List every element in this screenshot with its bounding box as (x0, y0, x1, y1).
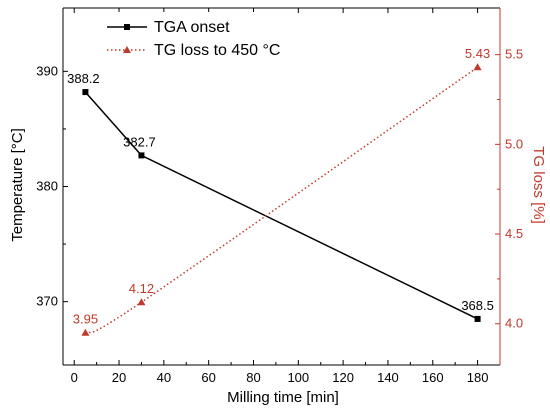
series-tg-loss-label: 5.43 (465, 46, 490, 61)
y-right-tick-label: 5.5 (505, 47, 523, 62)
x-tick-label: 40 (157, 370, 171, 385)
series-tg-loss-point (473, 63, 482, 71)
x-tick-label: 80 (246, 370, 260, 385)
x-tick-label: 0 (71, 370, 78, 385)
y-left-tick-label: 390 (36, 63, 58, 78)
y-right-tick-label: 5.0 (505, 136, 523, 151)
series-layer: 388.2 382.7 368.5 3.95 4.12 5.43 (67, 46, 494, 336)
series-tg-loss-point (137, 298, 146, 306)
series-tga-onset-point (82, 89, 89, 96)
legend-tga-marker (124, 24, 130, 30)
x-axis-label: Milling time [min] (227, 389, 339, 406)
x-tick-label: 160 (422, 370, 444, 385)
y-axis-left-label: Temperature [°C] (9, 128, 26, 242)
legend-tga-label: TGA onset (154, 19, 230, 36)
legend-box (103, 12, 288, 62)
legend-tg-marker (123, 46, 131, 53)
x-tick-label: 60 (201, 370, 215, 385)
y-right-tick-label: 4.0 (505, 316, 523, 331)
series-tga-onset-label: 388.2 (67, 71, 100, 86)
series-tg-loss-label: 3.95 (73, 312, 98, 327)
y-right-tick-label: 4.5 (505, 226, 523, 241)
x-tick-label: 100 (287, 370, 309, 385)
y-left-tick-label: 370 (36, 294, 58, 309)
series-tg-loss-point (81, 328, 90, 336)
axes: 0 20 40 60 80 100 120 140 160 180 370 380 390 4.0 4.5 5… (36, 7, 523, 385)
y-left-tick-label: 380 (36, 179, 58, 194)
series-tga-onset-point (474, 315, 481, 322)
series-tga-onset-label: 382.7 (123, 134, 156, 149)
x-tick-label: 20 (112, 370, 126, 385)
x-tick-label: 120 (332, 370, 354, 385)
x-tick-label: 140 (377, 370, 399, 385)
y-axis-right-label: TG loss [%] (530, 146, 547, 224)
series-tga-onset-point (138, 152, 145, 159)
series-tga-onset-label: 368.5 (461, 298, 494, 313)
series-tg-loss-label: 4.12 (129, 281, 154, 296)
legend: TGA onset TG loss to 450 °C (103, 12, 288, 62)
x-tick-label: 180 (467, 370, 489, 385)
legend-tg-label: TG loss to 450 °C (154, 42, 280, 59)
